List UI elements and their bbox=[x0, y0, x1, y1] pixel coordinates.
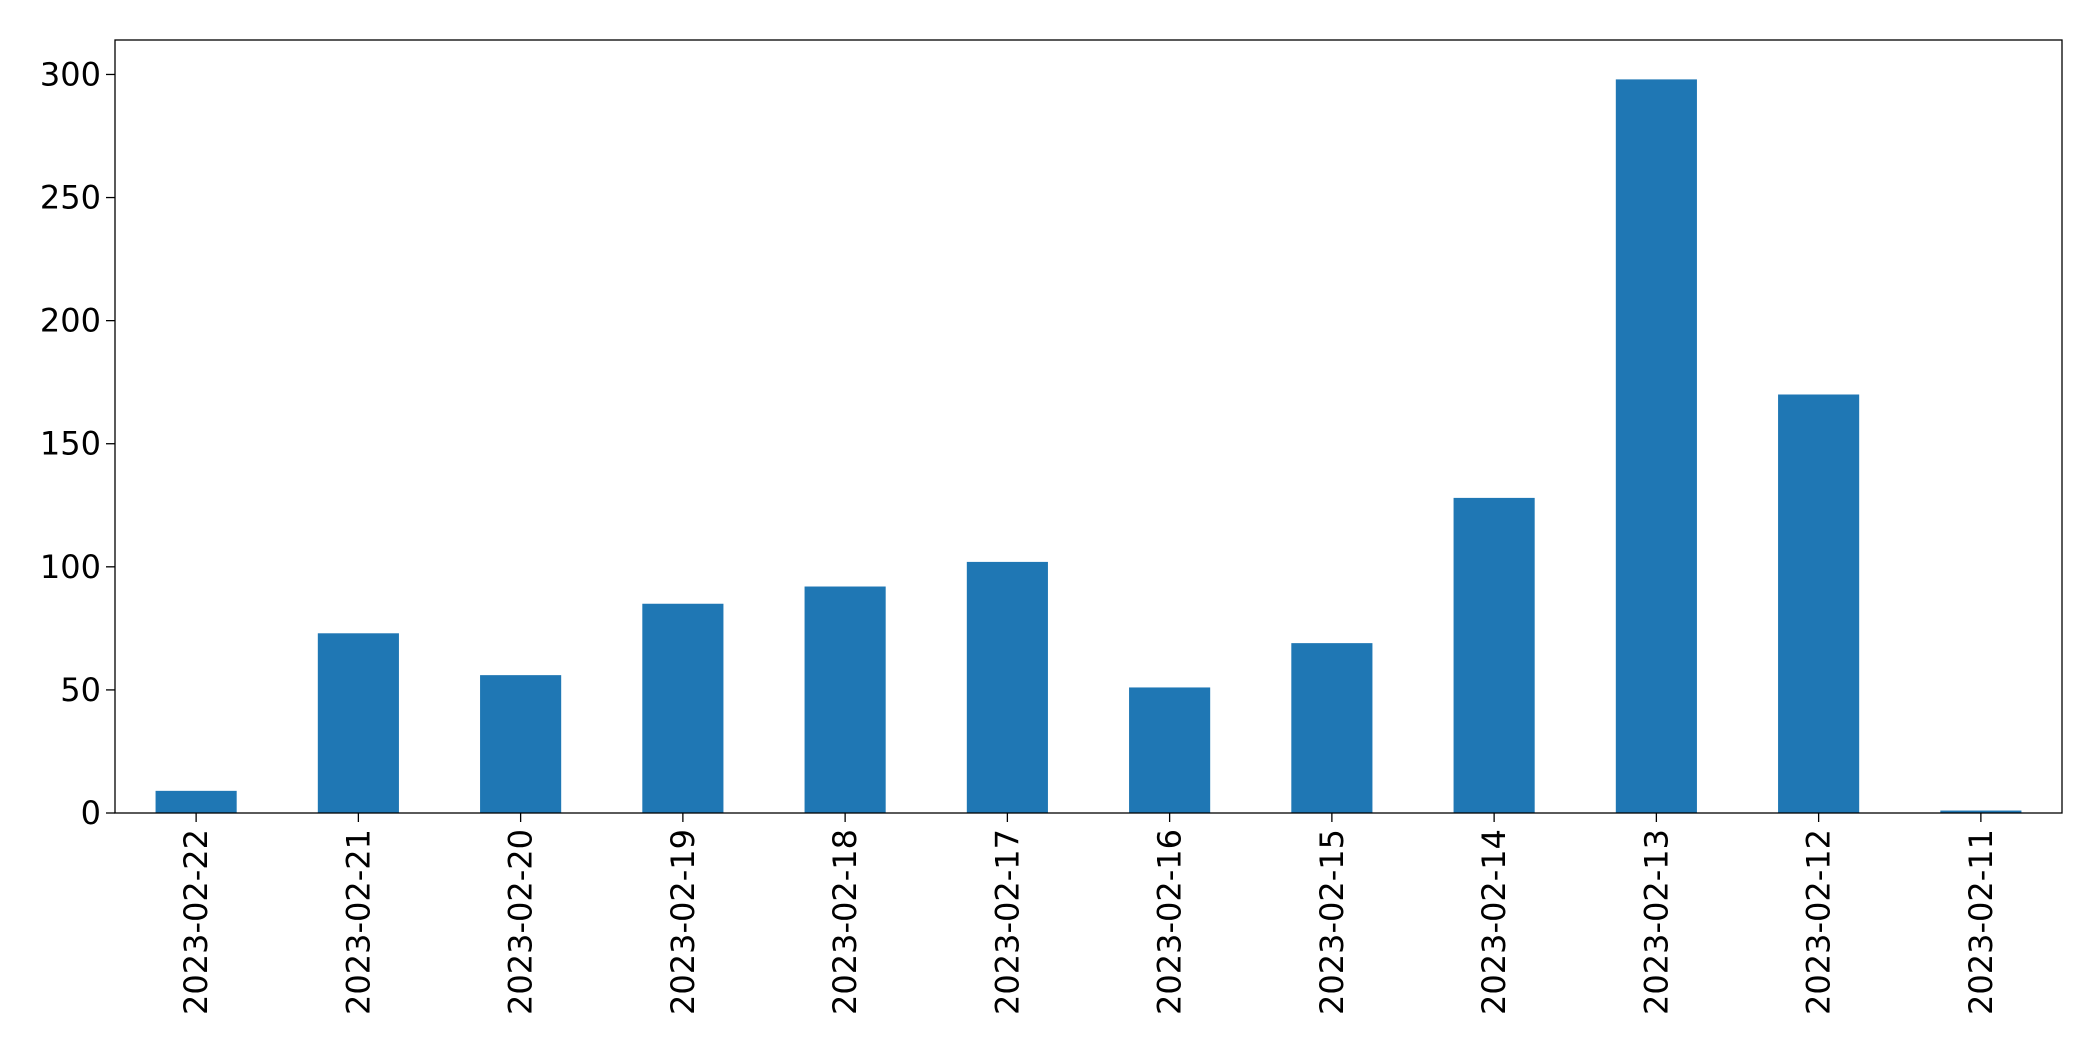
y-tick-label: 200 bbox=[40, 302, 101, 340]
bar bbox=[966, 561, 1048, 813]
y-tick-label: 50 bbox=[60, 671, 101, 709]
x-tick-label: 2023-02-18 bbox=[826, 829, 864, 1015]
bar bbox=[804, 586, 886, 813]
y-tick-label: 0 bbox=[81, 794, 101, 832]
x-tick-label: 2023-02-14 bbox=[1475, 829, 1513, 1015]
bar bbox=[317, 633, 399, 813]
x-tick-label: 2023-02-16 bbox=[1151, 829, 1189, 1015]
bar bbox=[642, 603, 724, 813]
x-tick-label: 2023-02-20 bbox=[502, 829, 540, 1015]
bar bbox=[1778, 394, 1860, 813]
x-tick-label: 2023-02-21 bbox=[339, 829, 377, 1015]
bar bbox=[155, 790, 237, 813]
y-tick-label: 250 bbox=[40, 179, 101, 217]
x-tick-label: 2023-02-22 bbox=[177, 829, 215, 1015]
x-tick-label: 2023-02-12 bbox=[1800, 829, 1838, 1015]
bar bbox=[1129, 687, 1211, 813]
y-tick-label: 300 bbox=[40, 55, 101, 93]
bar bbox=[1291, 643, 1373, 813]
y-tick-label: 150 bbox=[40, 425, 101, 463]
bar bbox=[480, 675, 562, 813]
y-tick-label: 100 bbox=[40, 548, 101, 586]
plot-frame bbox=[114, 39, 2063, 814]
bar bbox=[1940, 810, 2022, 813]
bar bbox=[1615, 79, 1697, 813]
x-tick-label: 2023-02-19 bbox=[664, 829, 702, 1015]
x-tick-label: 2023-02-13 bbox=[1637, 829, 1675, 1015]
x-tick-label: 2023-02-17 bbox=[988, 829, 1026, 1015]
x-tick-label: 2023-02-11 bbox=[1962, 829, 2000, 1015]
x-tick-label: 2023-02-15 bbox=[1313, 829, 1351, 1015]
bar bbox=[1453, 497, 1535, 813]
